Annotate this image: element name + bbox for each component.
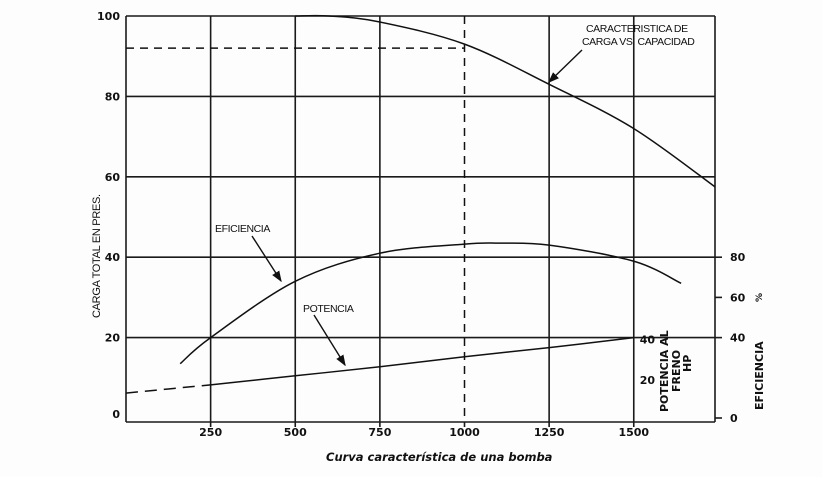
head-capacity-curve — [295, 14, 716, 188]
efficiency-tick-label: 40 — [730, 332, 746, 345]
y-tick-label: 100 — [97, 10, 120, 23]
efficiency-tick-label: 0 — [730, 412, 738, 425]
y-tick-label: 60 — [105, 171, 121, 184]
chart-caption: Curva característica de una bomba — [326, 450, 553, 464]
power-annotation: POTENCIA — [303, 303, 354, 315]
power-arrow — [313, 314, 346, 367]
efficiency-tick-label: 60 — [730, 291, 746, 304]
power-axis-label-1: POTENCIA AL — [658, 330, 671, 412]
power-axis-label-2: FRENO — [670, 350, 683, 392]
efficiency-axis-label: EFICIENCIA — [753, 341, 766, 410]
x-tick-label: 1500 — [618, 426, 649, 439]
power-curve-dashed — [125, 384, 211, 394]
x-tick-label: 500 — [284, 426, 307, 439]
y-tick-label: 40 — [105, 251, 121, 264]
efficiency-unit: % — [755, 293, 765, 302]
x-tick-label: 250 — [199, 426, 222, 439]
y-tick-label: 80 — [105, 90, 121, 103]
power-curve — [210, 336, 634, 386]
power-tick-label: 20 — [640, 374, 656, 387]
efficiency-annotation: EFICIENCIA — [215, 223, 270, 235]
head-curve-arrow — [547, 49, 583, 83]
y-tick-label: 0 — [112, 408, 120, 421]
efficiency-tick-label: 80 — [730, 251, 746, 264]
power-tick-label: 40 — [640, 334, 656, 347]
x-tick-label: 1000 — [449, 426, 480, 439]
x-tick-label: 1250 — [534, 426, 565, 439]
power-axis-label-3: HP — [681, 355, 694, 372]
y-tick-label: 20 — [105, 332, 121, 345]
efficiency-curve — [179, 242, 682, 365]
x-tick-label: 750 — [368, 426, 391, 439]
left-axis-label: CARGA TOTAL EN PRES. — [91, 194, 103, 318]
head-curve-annotation-1: CARACTERISTICA DE — [586, 23, 688, 35]
head-curve-annotation-2: CARGA VS. CAPACIDAD — [582, 36, 695, 48]
efficiency-arrow — [251, 235, 282, 283]
